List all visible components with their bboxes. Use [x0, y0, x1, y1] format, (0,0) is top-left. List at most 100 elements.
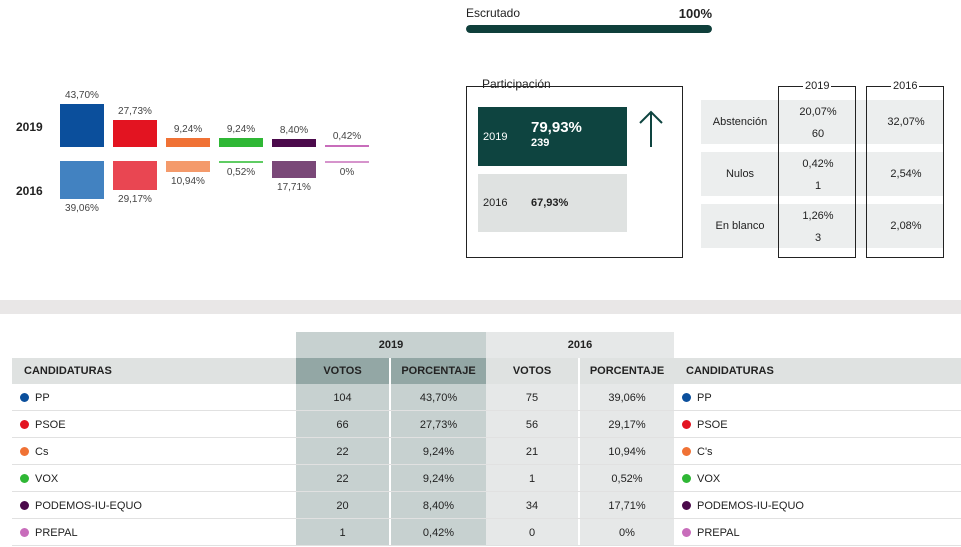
- row-divider: [12, 464, 961, 465]
- abstencion-2019-frame: 2019: [778, 80, 856, 258]
- en-blanco-2019-count: 3: [814, 232, 822, 244]
- votos-2016: 1: [486, 465, 578, 492]
- votos-2019: 20: [296, 492, 389, 519]
- abstencion-label: Abstención: [712, 116, 768, 128]
- votos-2016: 34: [486, 492, 578, 519]
- porcentaje-2019: 27,73%: [391, 411, 486, 438]
- participacion-2016: 2016 67,93%: [478, 174, 627, 232]
- party-name-2019: Cs: [12, 438, 296, 465]
- party-label: PREPAL: [697, 526, 740, 539]
- bar-2019: [219, 137, 263, 147]
- bar-2019-label: 8,40%: [279, 124, 309, 136]
- party-label: Cs: [35, 445, 49, 458]
- bar-2019-label: 43,70%: [65, 90, 99, 102]
- section-divider: [0, 300, 961, 314]
- party-label: PP: [697, 391, 712, 404]
- bar-2016-label: 39,06%: [65, 203, 99, 215]
- escrutado-progress-fill: [466, 25, 712, 33]
- party-label: PREPAL: [35, 526, 78, 539]
- bar-2019: [166, 137, 210, 147]
- abstencion-2016: 32,07%: [887, 116, 925, 128]
- row-divider: [12, 410, 961, 411]
- participacion-title: Participación: [476, 77, 557, 91]
- party-name-2019: PREPAL: [12, 519, 296, 546]
- col-porcentaje-2016: PORCENTAJE: [580, 358, 674, 384]
- nulos-2019-count: 1: [814, 180, 822, 192]
- porcentaje-2019: 0,42%: [391, 519, 486, 546]
- row-divider: [12, 518, 961, 519]
- abstencion-row: Abstención 20,07% 60 32,07%: [701, 100, 943, 144]
- porcentaje-2016: 10,94%: [580, 438, 674, 465]
- escrutado-progress-bar: [466, 25, 712, 33]
- party-label: PP: [35, 391, 50, 404]
- col-candidaturas: CANDIDATURAS: [12, 358, 296, 384]
- bar-2016: [272, 161, 316, 179]
- nulos-2019-pct: 0,42%: [802, 158, 834, 170]
- votos-2019: 66: [296, 411, 389, 438]
- party-name-2016: C's: [674, 438, 961, 465]
- party-label: PODEMOS-IU-EQUO: [697, 499, 804, 512]
- results-year-2016: 2016: [486, 332, 674, 358]
- bar-2019-label: 27,73%: [118, 105, 152, 117]
- participacion-2019-count: 239: [531, 137, 550, 149]
- arrow-up-icon: [639, 110, 663, 147]
- abstencion-2019-pct: 20,07%: [799, 106, 837, 118]
- party-color-dot: [20, 501, 29, 510]
- party-color-dot: [682, 501, 691, 510]
- votos-2016: 75: [486, 384, 578, 411]
- row-divider: [12, 437, 961, 438]
- porcentaje-2019: 9,24%: [391, 465, 486, 492]
- party-color-dot: [20, 447, 29, 456]
- porcentaje-2019: 8,40%: [391, 492, 486, 519]
- bar-2016: [60, 161, 104, 200]
- party-color-dot: [20, 420, 29, 429]
- party-color-dot: [20, 474, 29, 483]
- party-name-2016: PREPAL: [674, 519, 961, 546]
- party-color-dot: [20, 393, 29, 402]
- en-blanco-label: En blanco: [715, 220, 765, 232]
- abstencion-2019-count: 60: [811, 128, 825, 140]
- votos-2019: 104: [296, 384, 389, 411]
- col-votos-2016: VOTOS: [486, 358, 578, 384]
- bar-2019: [325, 145, 369, 147]
- bar-2016: [325, 161, 369, 163]
- votos-2019: 1: [296, 519, 389, 546]
- bar-2019: [113, 119, 157, 147]
- party-label: VOX: [697, 472, 721, 485]
- participacion-2019-pct: 79,93%: [531, 119, 582, 136]
- row-divider: [12, 491, 961, 492]
- party-name-2019: PP: [12, 384, 296, 411]
- party-color-dot: [682, 474, 691, 483]
- votos-2019: 22: [296, 438, 389, 465]
- bar-2016: [113, 161, 157, 190]
- chart-year-2016: 2016: [16, 184, 43, 198]
- bar-2019: [272, 138, 316, 147]
- votos-2019: 22: [296, 465, 389, 492]
- abstencion-2016-frame: 2016: [866, 80, 944, 258]
- votos-2016: 21: [486, 438, 578, 465]
- participacion-panel: 2019 79,93% 239 2016 67,93%: [466, 86, 683, 258]
- party-label: PSOE: [697, 418, 728, 431]
- en-blanco-2019-pct: 1,26%: [802, 210, 834, 222]
- porcentaje-2016: 29,17%: [580, 411, 674, 438]
- en-blanco-row: En blanco 1,26% 3 2,08%: [701, 204, 943, 248]
- bar-2016: [219, 161, 263, 163]
- participacion-2016-pct: 67,93%: [531, 197, 569, 209]
- bar-2019: [60, 104, 104, 147]
- bar-2019-label: 9,24%: [173, 123, 203, 135]
- bar-2016: [166, 161, 210, 172]
- escrutado-panel: Escrutado 100%: [466, 6, 712, 33]
- party-color-dot: [682, 528, 691, 537]
- col-porcentaje-2019: PORCENTAJE: [391, 358, 486, 384]
- party-label: C's: [697, 445, 713, 458]
- party-name-2016: PODEMOS-IU-EQUO: [674, 492, 961, 519]
- porcentaje-2019: 43,70%: [391, 384, 486, 411]
- porcentaje-2019: 9,24%: [391, 438, 486, 465]
- row-divider: [12, 545, 961, 546]
- chart-year-2019: 2019: [16, 120, 43, 134]
- nulos-row: Nulos 0,42% 1 2,54%: [701, 152, 943, 196]
- participacion-2019: 2019 79,93% 239: [478, 107, 627, 166]
- party-label: PODEMOS-IU-EQUO: [35, 499, 142, 512]
- party-color-dot: [682, 447, 691, 456]
- bar-2016-label: 0%: [339, 167, 355, 178]
